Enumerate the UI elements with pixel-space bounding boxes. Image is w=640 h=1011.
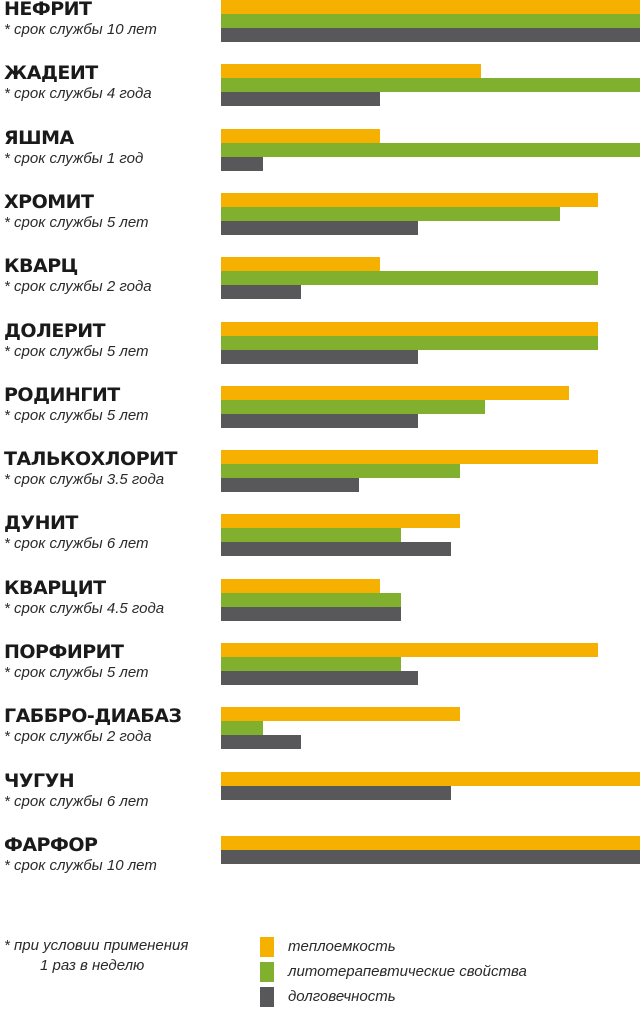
bar-durability: [221, 413, 418, 428]
footnote-line-2: 1 раз в неделю: [40, 957, 145, 974]
legend-swatch-heat-capacity: [260, 937, 274, 957]
bar-durability: [221, 671, 418, 685]
service-life-label: * срок службы 5 лет: [4, 213, 149, 231]
category-label: ФАРФОР: [4, 833, 98, 856]
service-life-label: * срок службы 4 года: [4, 85, 152, 103]
category-label: ЖАДЕИТ: [4, 62, 98, 85]
category-label: НЕФРИТ: [4, 0, 92, 20]
bar-durability: [221, 156, 263, 171]
bar-heat-capacity: [221, 257, 380, 272]
legend-swatch-durability: [260, 987, 274, 1007]
bar-heat-capacity: [221, 128, 380, 143]
category-label: РОДИНГИТ: [4, 383, 120, 406]
bar-durability: [221, 285, 301, 300]
service-life-label: * срок службы 1 год: [4, 149, 144, 167]
bar-durability: [221, 849, 640, 864]
bar-durability: [221, 349, 418, 364]
service-life-label: * срок службы 2 года: [4, 278, 152, 296]
service-life-label: * срок службы 3.5 года: [4, 471, 165, 489]
service-life-label: * срок службы 6 лет: [4, 792, 149, 810]
chart-area: НЕФРИТ * срок службы 10 лет ЖАДЕИТ * срок с…: [4, 0, 640, 874]
legend-label-heat-capacity: теплоемкость: [288, 938, 396, 955]
bar-heat-capacity: [221, 643, 598, 657]
service-life-label: * срок службы 4.5 года: [4, 599, 165, 617]
category-label: КВАРЦИТ: [4, 576, 106, 599]
bar-lithotherapy: [221, 14, 640, 28]
bar-lithotherapy: [221, 592, 401, 607]
bar-lithotherapy: [221, 721, 263, 736]
bar-lithotherapy: [221, 528, 401, 543]
category-label: ЯШМА: [4, 126, 74, 149]
bar-lithotherapy: [221, 464, 460, 479]
bar-lithotherapy: [221, 271, 598, 286]
footnote-line-1: * при условии применения: [4, 937, 189, 954]
category-label: ТАЛЬКОХЛОРИТ: [4, 448, 177, 471]
category-label: ПОРФИРИТ: [4, 641, 124, 663]
bar-heat-capacity: [221, 707, 460, 722]
footnote: * при условии применения 1 раз в неделю: [4, 936, 188, 976]
category-label: ДУНИТ: [4, 512, 78, 535]
bar-heat-capacity: [221, 64, 481, 79]
category-label: ГАББРО-ДИАБАЗ: [4, 705, 182, 728]
bar-lithotherapy: [221, 399, 485, 414]
legend-label-lithotherapy: литотерапевтические свойства: [288, 963, 527, 980]
bar-lithotherapy: [221, 335, 598, 350]
bar-durability: [221, 542, 451, 557]
bar-durability: [221, 735, 301, 750]
bar-heat-capacity: [221, 835, 640, 850]
service-life-label: * срок службы 2 года: [4, 728, 152, 746]
category-label: ЧУГУН: [4, 769, 75, 792]
category-label: ДОЛЕРИТ: [4, 319, 106, 342]
category-label: ХРОМИТ: [4, 190, 94, 213]
bar-durability: [221, 92, 380, 107]
bar-heat-capacity: [221, 0, 640, 14]
service-life-label: * срок службы 10 лет: [4, 856, 157, 874]
bar-durability: [221, 220, 418, 235]
bar-durability: [221, 28, 640, 42]
bar-lithotherapy: [221, 78, 640, 93]
service-life-label: * срок службы 5 лет: [4, 664, 149, 681]
service-life-label: * срок службы 5 лет: [4, 342, 149, 360]
legend-label-durability: долговечность: [288, 988, 396, 1005]
bar-heat-capacity: [221, 192, 598, 207]
service-life-label: * срок службы 10 лет: [4, 21, 157, 38]
bar-lithotherapy: [221, 206, 560, 221]
bar-heat-capacity: [221, 514, 460, 529]
bar-heat-capacity: [221, 385, 569, 400]
bar-durability: [221, 478, 359, 493]
bar-durability: [221, 785, 451, 800]
bar-heat-capacity: [221, 578, 380, 593]
legend-swatch-lithotherapy: [260, 962, 274, 982]
service-life-label: * срок службы 6 лет: [4, 535, 149, 553]
bar-heat-capacity: [221, 321, 598, 336]
bar-heat-capacity: [221, 450, 598, 465]
category-label: КВАРЦ: [4, 255, 78, 278]
bar-lithotherapy: [221, 142, 640, 157]
bar-heat-capacity: [221, 771, 640, 786]
service-life-label: * срок службы 5 лет: [4, 406, 149, 424]
bar-durability: [221, 606, 401, 621]
bar-lithotherapy: [221, 657, 401, 671]
